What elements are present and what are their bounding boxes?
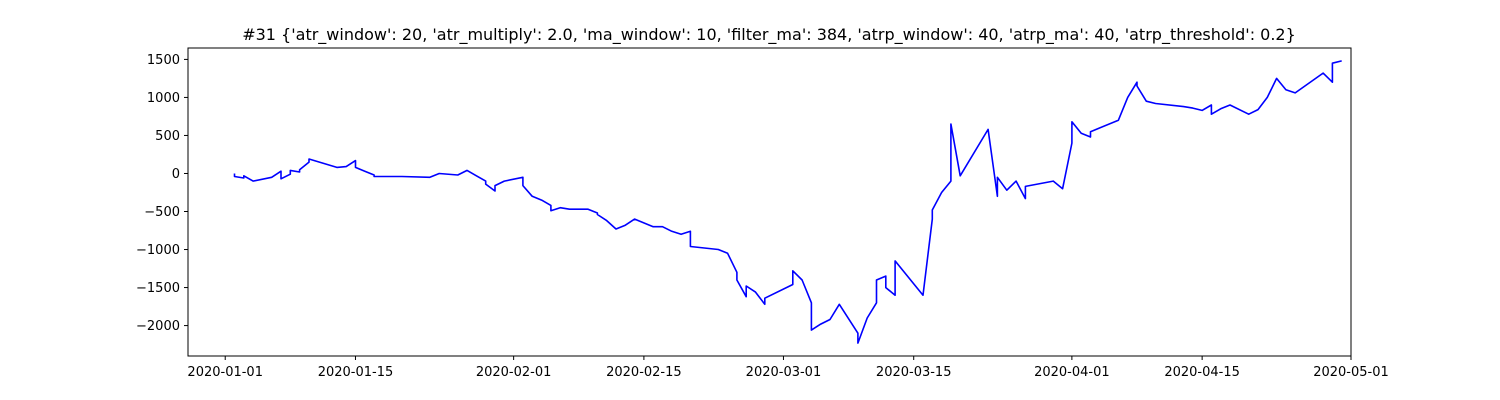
x-tick-label: 2020-04-01: [1034, 365, 1110, 380]
y-tick-label: −1500: [136, 281, 180, 296]
plot-area-frame: [187, 47, 1352, 357]
x-tick-label: 2020-05-01: [1313, 365, 1389, 380]
y-axis: −2000 −1500 −1000 −500 0 500 1000 1500: [136, 53, 188, 334]
x-tick-label: 2020-02-01: [476, 365, 552, 380]
y-tick-label: 500: [155, 129, 180, 144]
x-tick-label: 2020-01-01: [187, 365, 263, 380]
y-tick-label: −1000: [136, 243, 180, 258]
x-tick-label: 2020-03-01: [746, 365, 822, 380]
x-tick-label: 2020-01-15: [318, 365, 394, 380]
x-tick-label: 2020-02-15: [606, 365, 682, 380]
chart-title: #31 {'atr_window': 20, 'atr_multiply': 2…: [242, 25, 1296, 45]
series-layer: [233, 60, 1342, 344]
y-tick-label: 1500: [147, 53, 180, 68]
y-tick-label: −2000: [136, 319, 180, 334]
y-tick-label: 0: [172, 167, 180, 182]
y-tick-label: 1000: [147, 91, 180, 106]
x-tick-label: 2020-03-15: [876, 365, 952, 380]
series-line: [233, 60, 1342, 344]
x-axis: 2020-01-01 2020-01-15 2020-02-01 2020-02-15…: [187, 356, 1389, 380]
x-tick-label: 2020-04-15: [1164, 365, 1240, 380]
y-tick-label: −500: [144, 205, 180, 220]
